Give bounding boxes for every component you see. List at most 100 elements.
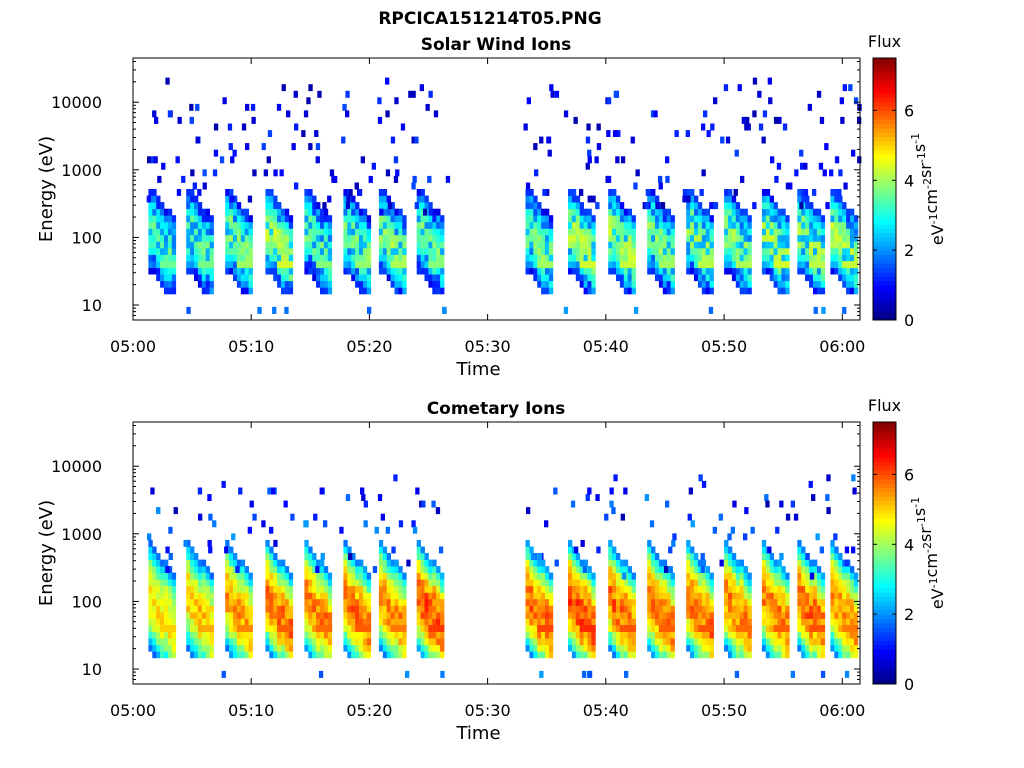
flux-cell (148, 638, 153, 646)
flux-cell (769, 585, 774, 593)
flux-cell (167, 267, 173, 275)
noise-cell (379, 208, 384, 216)
flux-cell (277, 280, 282, 288)
flux-cell (834, 605, 839, 613)
flux-cell (579, 625, 584, 632)
flux-cell (320, 280, 325, 288)
flux-cell (797, 221, 802, 229)
flux-cell (801, 651, 806, 659)
flux-cell (398, 215, 403, 223)
flux-cell (591, 287, 596, 295)
colorbar-segment (873, 622, 896, 628)
flux-cell (651, 598, 656, 606)
flux-cell (171, 287, 177, 295)
flux-cell (735, 572, 741, 580)
flux-cell (765, 638, 771, 646)
flux-cell (583, 274, 588, 282)
flux-cell (327, 234, 333, 242)
flux-cell (273, 592, 278, 600)
flux-cell (424, 202, 429, 210)
flux-cell (160, 566, 165, 573)
flux-cell (323, 598, 329, 606)
flux-cell (269, 215, 274, 223)
flux-cell (801, 592, 806, 600)
flux-cell (655, 618, 660, 626)
flux-cell (739, 651, 744, 659)
colorbar-segment (873, 443, 896, 449)
flux-cell (277, 598, 282, 606)
flux-cell (838, 241, 843, 249)
flux-cell (616, 566, 621, 573)
flux-cell (731, 228, 737, 236)
noise-cell (414, 202, 419, 210)
flux-cell (735, 247, 741, 255)
flux-cell (378, 638, 384, 646)
noise-cell (767, 77, 772, 85)
flux-cell (816, 644, 822, 652)
flux-cell (612, 638, 617, 646)
flux-cell (728, 559, 733, 567)
flux-cell (728, 546, 733, 554)
flux-cell (248, 274, 253, 282)
flux-cell (225, 539, 230, 547)
flux-cell (785, 644, 790, 652)
flux-cell (587, 274, 592, 282)
flux-cell (809, 598, 814, 606)
flux-cell (201, 605, 207, 613)
flux-cell (816, 579, 822, 587)
flux-cell (731, 631, 737, 639)
flux-cell (773, 234, 778, 242)
flux-cell (709, 572, 714, 580)
colorbar-segment (873, 579, 896, 585)
flux-cell (816, 215, 822, 223)
flux-cell (583, 572, 588, 580)
flux-cell (171, 585, 177, 593)
flux-cell (608, 618, 613, 626)
flux-cell (240, 598, 246, 606)
flux-cell (571, 215, 577, 223)
flux-cell (432, 572, 437, 580)
flux-cell (148, 261, 153, 269)
flux-cell (355, 566, 360, 573)
flux-cell (616, 592, 621, 600)
flux-cell (167, 618, 173, 626)
flux-cell (378, 585, 384, 593)
flux-cell (801, 605, 806, 613)
flux-cell (670, 241, 675, 249)
noise-cell (213, 149, 219, 157)
flux-cell (436, 598, 441, 606)
flux-cell (537, 228, 542, 236)
flux-cell (809, 592, 814, 600)
flux-cell (190, 559, 195, 567)
flux-cell (529, 644, 534, 652)
colorbar-segment (873, 175, 896, 181)
flux-cell (351, 651, 356, 659)
noise-cell (161, 162, 166, 170)
flux-cell (205, 585, 210, 593)
flux-cell (273, 215, 278, 223)
noise-cell (690, 520, 695, 528)
flux-cell (616, 202, 621, 210)
flux-cell (655, 234, 660, 242)
flux-cell (651, 254, 656, 262)
flux-cell (705, 267, 710, 275)
flux-cell (529, 598, 534, 606)
flux-cell (273, 267, 278, 275)
flux-cell (655, 638, 660, 646)
flux-cell (327, 651, 333, 659)
flux-cell (662, 247, 668, 255)
flux-cell (781, 261, 786, 269)
flux-cell (773, 644, 778, 652)
flux-cell (709, 221, 714, 229)
flux-cell (525, 202, 530, 210)
flux-cell (809, 202, 814, 210)
flux-cell (686, 247, 691, 255)
flux-cell (769, 592, 774, 600)
flux-cell (785, 631, 790, 639)
flux-cell (820, 618, 826, 626)
flux-cell (731, 585, 737, 593)
flux-cell (171, 247, 177, 255)
flux-cell (277, 247, 282, 255)
flux-cell (591, 274, 596, 282)
